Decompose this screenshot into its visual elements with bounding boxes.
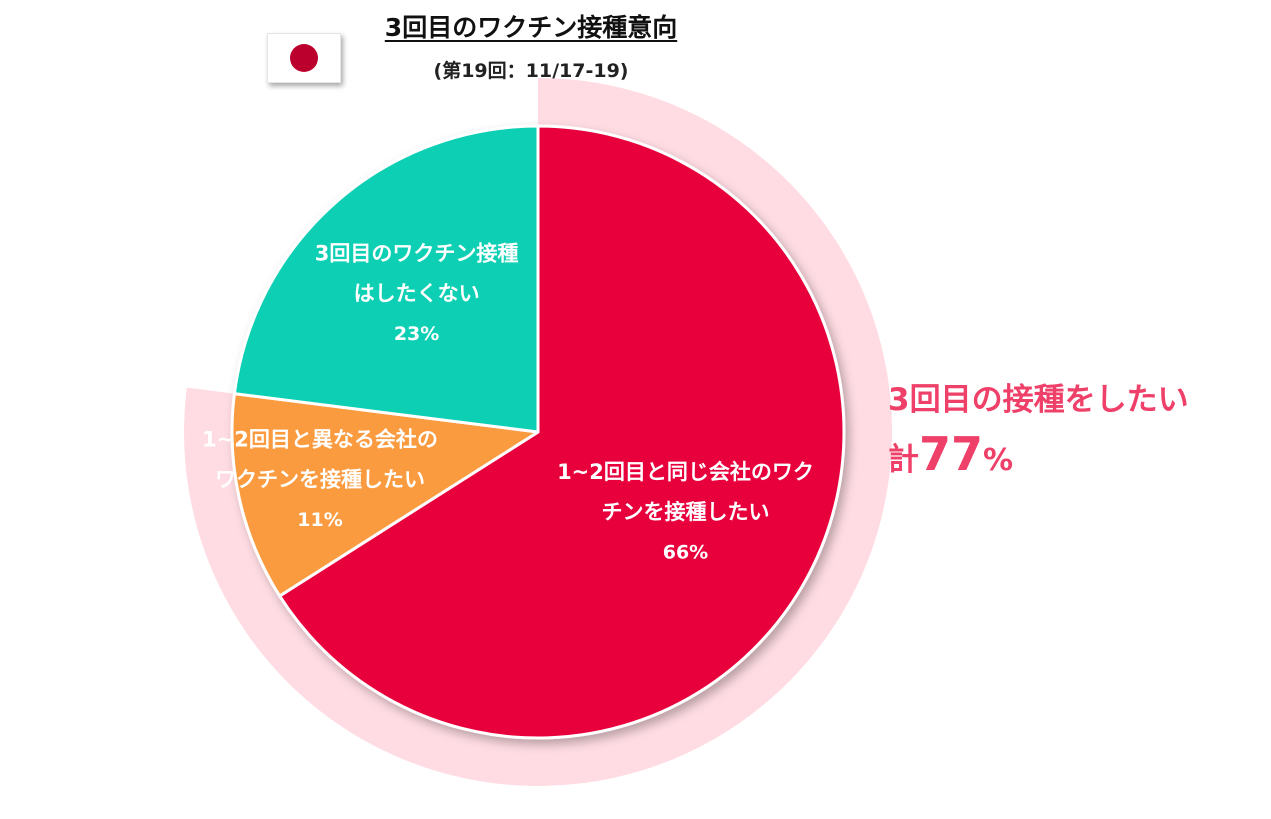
flag-sun-disc <box>290 44 318 72</box>
slice-category-label: 1~2回目と同じ会社のワク <box>557 460 814 484</box>
slice-no-third-dose <box>232 124 540 434</box>
chart-subtitle: (第19回：11/17-19) <box>433 60 629 82</box>
chart-title: 3回目のワクチン接種意向 <box>384 13 678 42</box>
slice-value-label: 11% <box>297 509 342 531</box>
slice-same-company <box>278 124 846 740</box>
callout-total: 77 <box>919 427 984 481</box>
slice-category-label: 1~2回目と異なる会社の <box>202 428 438 452</box>
slice-different-company <box>230 392 540 598</box>
japan-flag-icon <box>267 33 341 83</box>
slice-category-label: チンを接種したい <box>601 500 769 524</box>
slice-category-label: ワクチンを接種したい <box>215 468 425 492</box>
pie-slices <box>230 124 846 740</box>
slice-value-label: 66% <box>663 542 708 564</box>
callout: 3回目の接種をしたい 計77% <box>888 380 1189 485</box>
slice-category-label: 3回目のワクチン接種 <box>315 241 519 265</box>
slice-value-label: 23% <box>394 323 439 345</box>
callout-prefix: 計 <box>888 442 919 478</box>
slice-category-label: はしたくない <box>354 281 480 305</box>
callout-unit: % <box>983 443 1014 478</box>
callout-line1: 3回目の接種をしたい <box>888 382 1189 418</box>
callout-line2: 計77% <box>888 430 1189 485</box>
